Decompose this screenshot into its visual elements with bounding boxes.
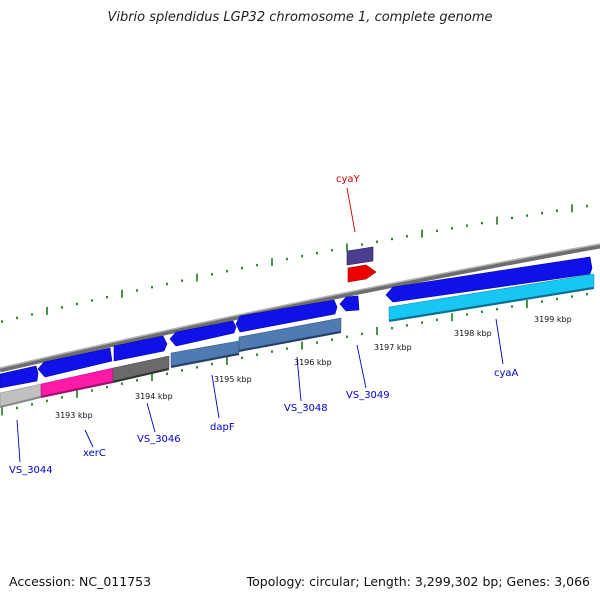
inner-tick-track (1, 292, 588, 416)
gene-label-VS_3044[interactable]: VS_3044 (9, 465, 53, 476)
tick-label: 3196 kbp (294, 358, 332, 367)
gene-label-VS_3049[interactable]: VS_3049 (346, 390, 390, 401)
gene-label-cyaA[interactable]: cyaA (494, 368, 519, 379)
accession-text: Accession: NC_011753 (9, 574, 152, 589)
cyaY-cds-arrow[interactable] (347, 264, 377, 283)
gene-bar-cyaA[interactable] (388, 273, 595, 321)
genome-backbone (0, 243, 600, 373)
cds-arrow[interactable] (0, 365, 39, 389)
tick-label: 3193 kbp (55, 411, 93, 420)
cds-arrow[interactable] (113, 335, 168, 362)
gene-labels: VS_3044 xerC VS_3046 dapF VS_3048 VS_304… (9, 174, 519, 476)
gene-bar-VS_3044[interactable] (0, 383, 42, 408)
map-title: Vibrio splendidus LGP32 chromosome 1, co… (107, 10, 493, 25)
gene-bar-VS_3048[interactable] (238, 317, 342, 351)
cds-arrow[interactable] (235, 299, 338, 333)
gene-label-xerC[interactable]: xerC (83, 448, 106, 459)
gene-bar-VS_3046[interactable] (112, 355, 170, 382)
tick-label: 3194 kbp (135, 392, 173, 401)
gene-label-dapF[interactable]: dapF (210, 422, 235, 433)
forward-cds-track (0, 256, 593, 389)
label-leaders (16, 187, 504, 463)
gene-label-VS_3048[interactable]: VS_3048 (284, 403, 328, 414)
cds-arrow[interactable] (37, 347, 113, 378)
gene-bar-dapF[interactable] (170, 340, 240, 367)
tick-label: 3198 kbp (454, 329, 492, 338)
tick-label: 3195 kbp (214, 375, 252, 384)
gene-label-cyaY[interactable]: cyaY (336, 174, 361, 185)
tick-label: 3197 kbp (374, 343, 412, 352)
tick-label: 3199 kbp (534, 315, 572, 324)
cds-arrow[interactable] (339, 295, 360, 312)
outer-tick-track (1, 204, 588, 323)
gene-bar-cyaY[interactable] (346, 246, 374, 266)
genome-summary-text: Topology: circular; Length: 3,299,302 bp… (246, 574, 590, 589)
gene-label-VS_3046[interactable]: VS_3046 (137, 434, 181, 445)
tick-labels: 3193 kbp 3194 kbp 3195 kbp 3196 kbp 3197… (55, 315, 572, 420)
cds-arrow[interactable] (169, 320, 237, 347)
gene-track (0, 273, 595, 408)
cds-arrow[interactable] (385, 256, 593, 303)
